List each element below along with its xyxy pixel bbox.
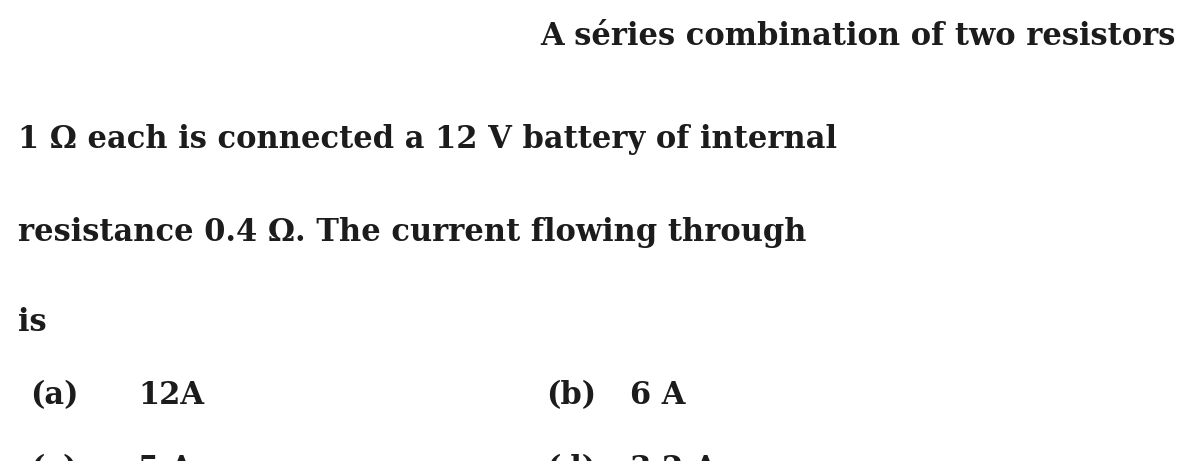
Text: 6 A: 6 A <box>630 380 685 411</box>
Text: (a): (a) <box>30 380 78 411</box>
Text: 12A: 12A <box>138 380 204 411</box>
Text: (c): (c) <box>30 454 77 461</box>
Text: resistance 0.4 Ω. The current flowing through: resistance 0.4 Ω. The current flowing th… <box>18 217 806 248</box>
Text: (b): (b) <box>546 380 596 411</box>
Text: is: is <box>18 307 47 337</box>
Text: (d): (d) <box>546 454 596 461</box>
Text: A séries combination of two resistors: A séries combination of two resistors <box>541 21 1176 52</box>
Text: 1 Ω each is connected a 12 V battery of internal: 1 Ω each is connected a 12 V battery of … <box>18 124 838 155</box>
Text: 5 A: 5 A <box>138 454 193 461</box>
Text: 3.2 A: 3.2 A <box>630 454 718 461</box>
